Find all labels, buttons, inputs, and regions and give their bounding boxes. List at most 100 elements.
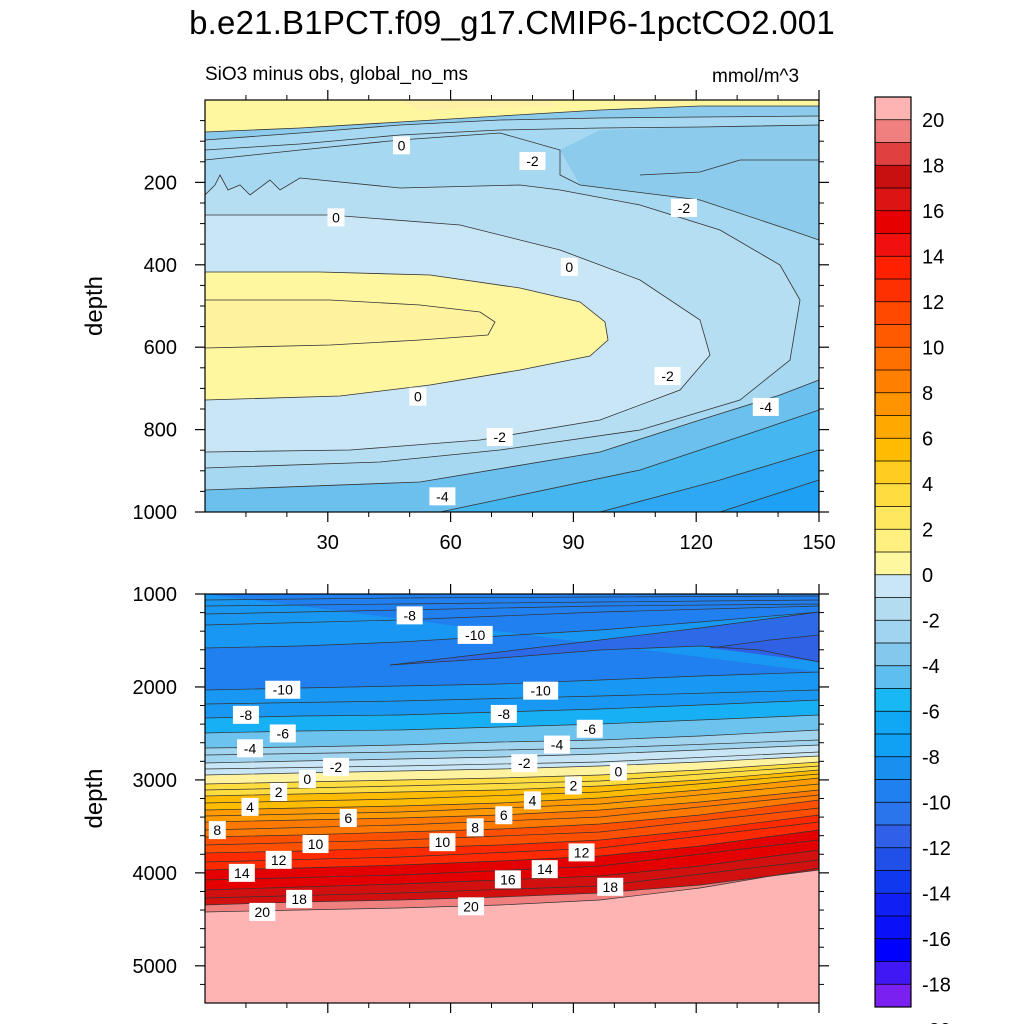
colorbar-bin <box>875 825 911 849</box>
contour-label-text: 8 <box>213 822 221 838</box>
contour-label-box <box>486 428 513 447</box>
contour-label-text: 20 <box>255 904 271 920</box>
y-axis-title: depth <box>81 276 108 336</box>
colorbar-bin <box>875 643 911 667</box>
contour-label: 4 <box>241 797 259 816</box>
contour-label-text: -8 <box>403 607 416 623</box>
colorbar-bin <box>875 347 911 371</box>
colorbar-bin <box>875 142 911 166</box>
contour-label-text: 10 <box>435 834 451 850</box>
x-tick-label: 60 <box>439 532 461 554</box>
colorbar-bin <box>875 688 911 712</box>
colorbar-bin <box>875 734 911 758</box>
colorbar-tick-label: -10 <box>922 792 951 814</box>
colorbar-tick-label: -4 <box>922 656 940 678</box>
contour-label: -4 <box>429 487 456 506</box>
contour-label: 2 <box>270 782 288 801</box>
contour-label-box <box>457 625 493 644</box>
colorbar-tick-label: -16 <box>922 929 951 951</box>
contour-label-box <box>409 387 427 406</box>
contour-label-text: 16 <box>500 871 516 887</box>
contour-label: 10 <box>302 835 329 854</box>
colorbar-tick-label: -14 <box>922 883 951 905</box>
contour-label-box <box>429 833 456 852</box>
contour-label: 20 <box>458 897 485 916</box>
contour-label: 8 <box>466 818 484 837</box>
contour-label-box <box>523 681 559 700</box>
contour-label-box <box>544 735 571 754</box>
contour-label-box <box>609 762 627 781</box>
contour-label: -8 <box>490 704 517 723</box>
colorbar-bin <box>875 916 911 940</box>
contour-label: 14 <box>531 860 558 879</box>
x-tick-label: 150 <box>802 532 835 554</box>
y-axis-title: depth <box>81 768 108 828</box>
contour-label: 12 <box>568 843 595 862</box>
y-tick-label: 200 <box>144 172 177 194</box>
colorbar-tick-label: 16 <box>922 201 944 223</box>
contour-label: 6 <box>495 806 513 825</box>
contour-label-text: -6 <box>277 725 290 741</box>
colorbar-bin <box>875 279 911 303</box>
colorbar-bin <box>875 461 911 485</box>
upper-panel-contours <box>205 100 819 512</box>
colorbar-bin <box>875 483 911 507</box>
contour-label-text: -4 <box>436 488 449 504</box>
contour-label-text: 4 <box>246 799 254 815</box>
contour-label-text: -6 <box>584 721 597 737</box>
contour-label-text: -2 <box>678 200 691 216</box>
colorbar-bin <box>875 938 911 962</box>
colorbar-bin <box>875 188 911 212</box>
contour-label-text: -2 <box>526 153 539 169</box>
colorbar-bin <box>875 233 911 257</box>
contour-label: 12 <box>265 850 292 869</box>
colorbar-frame <box>874 96 912 1008</box>
upper-axes: 30 60 90 120 150 200 400 600 800 1000 depth <box>81 90 836 554</box>
colorbar-bin <box>875 392 911 416</box>
contour-label-text: 0 <box>615 764 623 780</box>
colorbar-bin <box>875 870 911 894</box>
contour-label-box <box>466 818 484 837</box>
colorbar-tick-label: 4 <box>922 474 933 496</box>
lower-contour-labels: -8 -10 -10 -10 -8 -8 -6 -6 -4 -4 -2 -2 0 0 2 2 4 4 6 6 8 8 10 1… <box>208 606 627 921</box>
contour-label: -10 <box>523 681 559 700</box>
units-label: mmol/m^3 <box>712 66 800 87</box>
contour-label-box <box>568 843 595 862</box>
contour-label: -2 <box>519 151 546 170</box>
contour-label-box <box>519 151 546 170</box>
lower-panel-contours <box>205 594 819 1003</box>
contour-label-box <box>654 367 681 386</box>
contour-label-text: -2 <box>661 368 674 384</box>
contour-label-box <box>298 769 316 788</box>
colorbar-bin <box>875 97 911 121</box>
contour-label-text: -2 <box>493 429 506 445</box>
contour-label: -2 <box>670 198 697 217</box>
contour-label-text: 18 <box>602 879 618 895</box>
contour-label-box <box>286 889 313 908</box>
contour-label-box <box>597 877 624 896</box>
x-tick-label: 30 <box>317 532 339 554</box>
contour-label-box <box>208 821 226 840</box>
colorbar-bin <box>875 847 911 871</box>
colorbar-tick-label: -8 <box>922 747 940 769</box>
contour-label-text: -2 <box>330 759 343 775</box>
colorbar-tick-label: 6 <box>922 428 933 450</box>
contour-label-text: -4 <box>760 399 773 415</box>
contour-label-box <box>339 809 357 828</box>
y-tick-label: 5000 <box>133 956 178 978</box>
colorbar-tick-label: 10 <box>922 337 944 359</box>
contour-label: 18 <box>597 877 624 896</box>
y-tick-label: 1000 <box>133 502 178 524</box>
x-tick-label: 90 <box>562 532 584 554</box>
contour-label-box <box>531 860 558 879</box>
colorbar-bin <box>875 620 911 644</box>
chart-subtitle: SiO3 minus obs, global_no_ms <box>205 64 468 85</box>
contour-label: 10 <box>429 833 456 852</box>
contour-label-box <box>228 863 255 882</box>
colorbar-bin <box>875 119 911 143</box>
colorbar-bin <box>875 574 911 598</box>
colorbar-bin <box>875 779 911 803</box>
contour-label-text: 2 <box>570 777 578 793</box>
colorbar-bin <box>875 597 911 621</box>
contour-label: 2 <box>564 776 582 795</box>
